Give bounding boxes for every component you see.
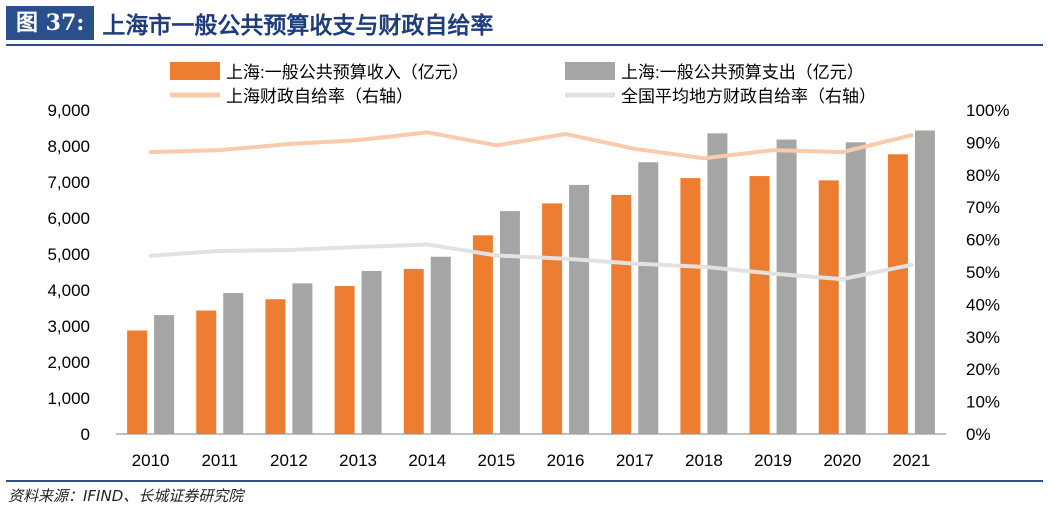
bottom-rule [6,480,1043,482]
legend-revenue-swatch [170,62,220,80]
x-tick-label: 2012 [270,451,308,470]
source-note: 资料来源：IFIND、长城证券研究院 [8,487,244,505]
y-right-tick-label: 0% [966,425,991,444]
revenue-bar [680,178,701,434]
y-left-tick-label: 2,000 [47,353,90,372]
legend-expenditure-swatch [565,62,615,80]
y-right-tick-label: 60% [966,231,1000,250]
x-tick-label: 2013 [339,451,377,470]
revenue-bar [542,203,563,434]
revenue-bar [818,180,839,434]
y-left-tick-label: 9,000 [47,101,90,120]
x-tick-label: 2015 [478,451,516,470]
y-left-tick-label: 7,000 [47,173,90,192]
expenditure-bar [845,142,866,434]
expenditure-bar [914,130,935,434]
y-left-tick-label: 5,000 [47,245,90,264]
x-tick-label: 2020 [823,451,861,470]
figure-header: 图 37: 上海市一般公共预算收支与财政自给率 [6,6,493,40]
x-tick-label: 2014 [408,451,446,470]
shanghai-self-sufficiency-line [148,130,914,161]
legend-expenditure-label: 上海:一般公共预算支出（亿元） [621,63,864,82]
revenue-bar [403,268,424,434]
y-right-tick-label: 80% [966,166,1000,185]
y-right-tick-label: 20% [966,360,1000,379]
expenditure-bar [707,133,728,434]
top-rule [6,44,1043,46]
x-tick-label: 2010 [132,451,170,470]
figure-label: 图 37: [6,6,95,40]
x-tick-label: 2016 [547,451,585,470]
y-left-tick-label: 4,000 [47,281,90,300]
y-left-tick-label: 3,000 [47,317,90,336]
legend-shanghai-ratio-label: 上海财政自给率（右轴） [226,87,413,106]
y-left-tick-label: 1,000 [47,389,90,408]
expenditure-bar [430,256,451,434]
expenditure-bar [292,283,313,434]
revenue-bar [887,154,908,434]
expenditure-bar [569,184,590,434]
expenditure-bar [638,162,659,434]
y-right-tick-label: 30% [966,328,1000,347]
x-tick-label: 2021 [893,451,931,470]
expenditure-bar [154,315,175,434]
y-right-tick-label: 70% [966,198,1000,217]
y-left-tick-label: 8,000 [47,137,90,156]
revenue-bar [265,299,286,434]
y-left-tick-label: 0 [81,425,90,444]
revenue-bar [196,310,217,434]
y-right-tick-label: 50% [966,263,1000,282]
legend-national-ratio-label: 全国平均地方财政自给率（右轴） [621,87,876,106]
y-right-tick-label: 100% [966,101,1009,120]
x-tick-label: 2018 [685,451,723,470]
x-tick-label: 2011 [201,451,238,470]
revenue-bar [611,194,632,434]
expenditure-bar [776,139,797,434]
expenditure-bar [499,211,520,434]
x-tick-label: 2019 [754,451,792,470]
national-self-sufficiency-line [148,242,914,282]
revenue-bar [127,330,148,434]
legend-revenue-label: 上海:一般公共预算收入（亿元） [226,63,469,82]
expenditure-bar [361,270,382,434]
revenue-bar [472,235,493,434]
y-left-tick-label: 6,000 [47,209,90,228]
revenue-bar [334,286,355,434]
x-tick-label: 2017 [616,451,654,470]
y-right-tick-label: 10% [966,393,1000,412]
y-right-tick-label: 40% [966,295,1000,314]
expenditure-bar [223,293,244,434]
y-right-tick-label: 90% [966,133,1000,152]
figure-title: 上海市一般公共预算收支与财政自给率 [102,13,494,39]
revenue-bar [749,176,770,434]
